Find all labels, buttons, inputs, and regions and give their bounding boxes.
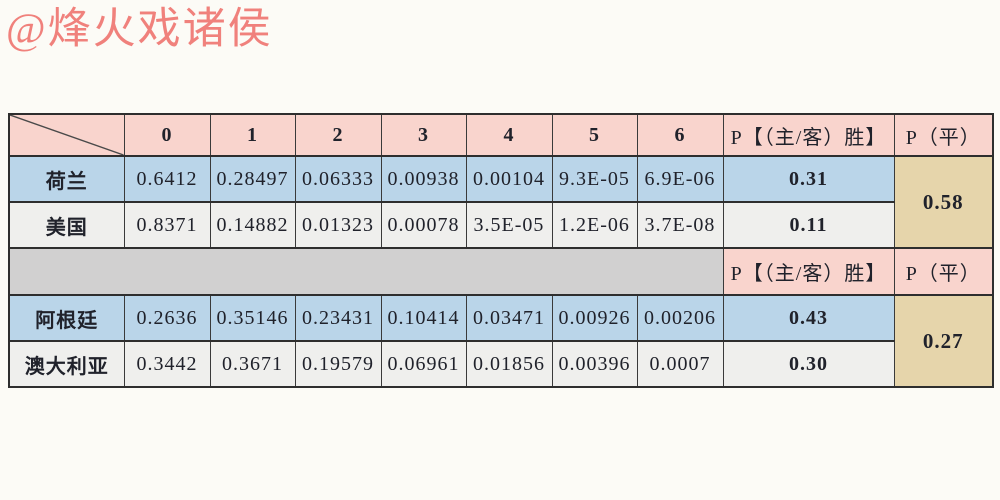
prob-cell: 0.35146 <box>209 294 296 342</box>
p-draw-merged-cell: 0.27 <box>893 294 994 388</box>
prob-cell: 0.00396 <box>551 340 638 388</box>
probability-table: 0 1 2 3 4 5 6 P【（主/客）胜】 P（平） 荷兰 0.6412 0… <box>8 113 994 388</box>
prob-cell: 0.3671 <box>209 340 296 388</box>
prob-cell: 6.9E-06 <box>636 155 724 203</box>
prob-cell: 0.8371 <box>123 201 211 249</box>
team-row-argentina: 阿根廷 0.2636 0.35146 0.23431 0.10414 0.034… <box>8 294 994 388</box>
p-draw-header-repeat: P（平） <box>893 247 994 296</box>
prob-cell: 0.06961 <box>380 340 467 388</box>
team-name-cell: 荷兰 <box>8 155 125 203</box>
prob-cell: 0.00206 <box>636 294 724 342</box>
prob-cell: 3.7E-08 <box>636 201 724 249</box>
diagonal-corner-cell <box>8 113 125 157</box>
watermark-text: @烽火戏诸侯 <box>6 6 273 53</box>
goal-header-1: 1 <box>209 113 296 157</box>
team-name-cell: 澳大利亚 <box>8 340 125 388</box>
prob-cell: 0.14882 <box>209 201 296 249</box>
p-win-value-cell: 0.11 <box>722 201 895 249</box>
goal-header-4: 4 <box>465 113 553 157</box>
goal-header-3: 3 <box>380 113 467 157</box>
prob-cell: 0.23431 <box>294 294 382 342</box>
prob-cell: 0.28497 <box>209 155 296 203</box>
prob-cell: 0.01323 <box>294 201 382 249</box>
team-row-australia: 澳大利亚 0.3442 0.3671 0.19579 0.06961 0.018… <box>8 340 993 388</box>
team-row-netherlands: 荷兰 0.6412 0.28497 0.06333 0.00938 0.0010… <box>8 155 994 249</box>
team-name-cell: 美国 <box>8 201 125 249</box>
goal-header-0: 0 <box>123 113 211 157</box>
p-win-value-cell: 0.31 <box>722 155 895 203</box>
p-win-header: P【（主/客）胜】 <box>722 113 895 157</box>
prob-cell: 0.01856 <box>465 340 553 388</box>
goal-header-5: 5 <box>551 113 638 157</box>
prob-cell: 0.0007 <box>636 340 724 388</box>
prob-cell: 0.03471 <box>465 294 553 342</box>
p-draw-merged-cell: 0.58 <box>893 155 994 249</box>
team-name-cell: 阿根廷 <box>8 294 125 342</box>
prob-cell: 0.19579 <box>294 340 382 388</box>
separator-cell <box>8 247 724 296</box>
p-win-value-cell: 0.30 <box>722 340 895 388</box>
prob-cell: 0.00078 <box>380 201 467 249</box>
prob-cell: 9.3E-05 <box>551 155 638 203</box>
prob-cell: 0.00938 <box>380 155 467 203</box>
goal-header-6: 6 <box>636 113 724 157</box>
prob-cell: 0.10414 <box>380 294 467 342</box>
goal-header-2: 2 <box>294 113 382 157</box>
team-row-usa: 美国 0.8371 0.14882 0.01323 0.00078 3.5E-0… <box>8 201 993 249</box>
prob-cell: 1.2E-06 <box>551 201 638 249</box>
prob-cell: 3.5E-05 <box>465 201 553 249</box>
prob-cell: 0.06333 <box>294 155 382 203</box>
prob-cell: 0.6412 <box>123 155 211 203</box>
p-draw-header: P（平） <box>893 113 994 157</box>
prob-cell: 0.3442 <box>123 340 211 388</box>
prob-cell: 0.00926 <box>551 294 638 342</box>
header-row: 0 1 2 3 4 5 6 P【（主/客）胜】 P（平） <box>8 113 994 157</box>
prob-cell: 0.2636 <box>123 294 211 342</box>
p-win-header-repeat: P【（主/客）胜】 <box>722 247 895 296</box>
diagonal-line-icon <box>10 115 124 155</box>
p-win-value-cell: 0.43 <box>722 294 895 342</box>
separator-row: P【（主/客）胜】 P（平） <box>8 247 994 296</box>
prob-cell: 0.00104 <box>465 155 553 203</box>
